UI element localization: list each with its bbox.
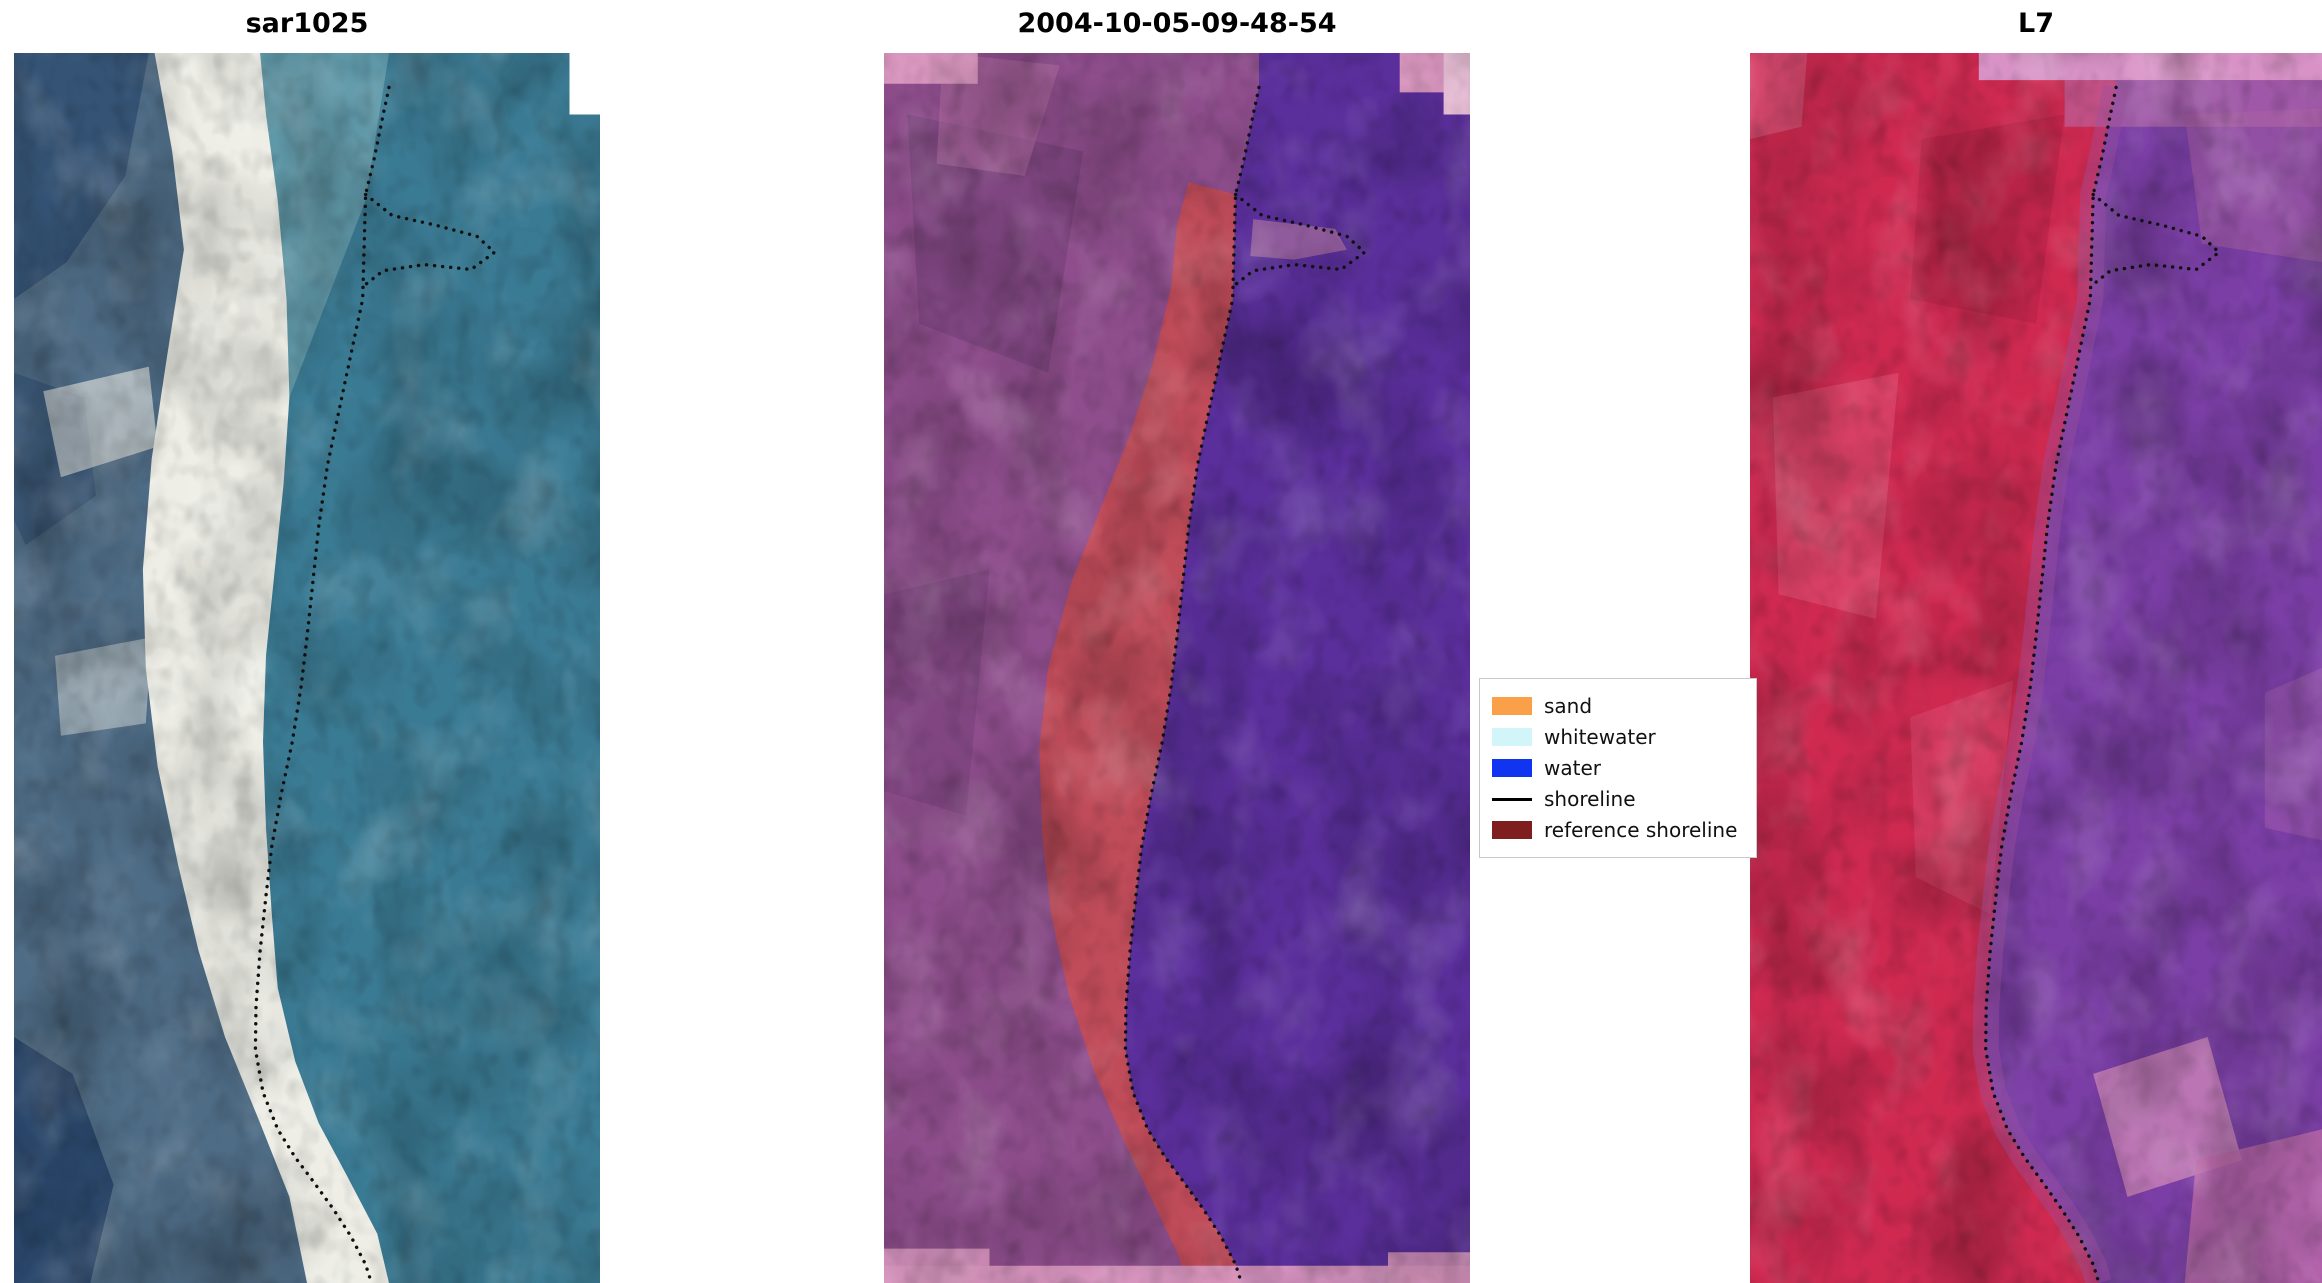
legend: sand whitewater water shoreline referenc… xyxy=(1479,678,1757,858)
legend-label-sand: sand xyxy=(1544,694,1593,718)
legend-swatch-water xyxy=(1492,759,1532,777)
panel-title-l7: L7 xyxy=(2018,8,2054,39)
panel-title-classified: 2004-10-05-09-48-54 xyxy=(1017,8,1337,39)
legend-swatch-whitewater xyxy=(1492,728,1532,746)
legend-label-water: water xyxy=(1544,756,1601,780)
legend-label-shoreline: shoreline xyxy=(1544,787,1636,811)
legend-row-reference: reference shoreline xyxy=(1492,818,1744,842)
panel-image-classified xyxy=(884,53,1470,1283)
legend-row-water: water xyxy=(1492,756,1744,780)
legend-swatch-sand xyxy=(1492,697,1532,715)
panel-title-sar1025: sar1025 xyxy=(245,8,369,39)
panel-l7 xyxy=(1750,53,2322,1283)
legend-swatch-shoreline xyxy=(1492,797,1532,801)
legend-swatch-reference xyxy=(1492,821,1532,839)
legend-row-shoreline: shoreline xyxy=(1492,787,1744,811)
legend-row-whitewater: whitewater xyxy=(1492,725,1744,749)
legend-label-whitewater: whitewater xyxy=(1544,725,1656,749)
panel-image-l7 xyxy=(1750,53,2322,1283)
legend-row-sand: sand xyxy=(1492,694,1744,718)
panel-image-sar1025 xyxy=(14,53,600,1283)
panel-sar1025 xyxy=(14,53,600,1283)
panel-classified xyxy=(884,53,1470,1283)
legend-label-reference: reference shoreline xyxy=(1544,818,1738,842)
